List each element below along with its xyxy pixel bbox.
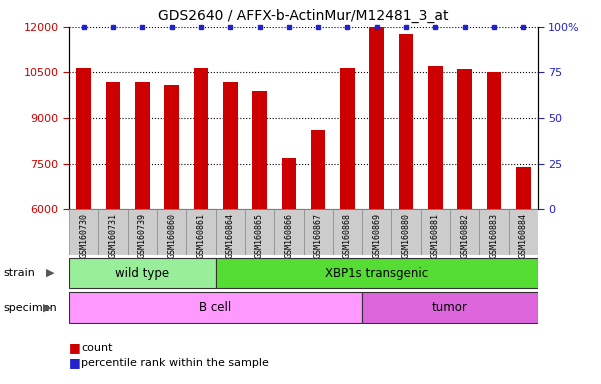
Text: ▶: ▶ xyxy=(46,268,55,278)
Text: tumor: tumor xyxy=(432,301,468,314)
FancyBboxPatch shape xyxy=(421,209,450,255)
FancyBboxPatch shape xyxy=(304,209,333,255)
FancyBboxPatch shape xyxy=(69,292,362,323)
Text: B cell: B cell xyxy=(200,301,232,314)
Bar xyxy=(223,82,237,209)
Text: specimen: specimen xyxy=(3,303,56,313)
Bar xyxy=(370,27,384,209)
Text: GSM160864: GSM160864 xyxy=(226,213,235,258)
Text: ■: ■ xyxy=(69,356,81,369)
Bar xyxy=(311,130,326,209)
Bar xyxy=(252,91,267,209)
Bar xyxy=(194,68,209,209)
FancyBboxPatch shape xyxy=(157,209,186,255)
Text: GSM160882: GSM160882 xyxy=(460,213,469,258)
Text: GSM160731: GSM160731 xyxy=(109,213,118,258)
FancyBboxPatch shape xyxy=(69,209,99,255)
Bar xyxy=(487,73,501,209)
FancyBboxPatch shape xyxy=(450,209,480,255)
Bar xyxy=(428,66,443,209)
Bar xyxy=(457,70,472,209)
Text: count: count xyxy=(81,343,112,353)
Text: GSM160865: GSM160865 xyxy=(255,213,264,258)
FancyBboxPatch shape xyxy=(69,258,216,288)
FancyBboxPatch shape xyxy=(508,209,538,255)
FancyBboxPatch shape xyxy=(362,292,538,323)
Text: wild type: wild type xyxy=(115,266,169,280)
FancyBboxPatch shape xyxy=(216,209,245,255)
Bar xyxy=(281,157,296,209)
Text: GSM160868: GSM160868 xyxy=(343,213,352,258)
Bar xyxy=(340,68,355,209)
Text: ■: ■ xyxy=(69,341,81,354)
Bar xyxy=(516,167,531,209)
Text: XBP1s transgenic: XBP1s transgenic xyxy=(325,266,429,280)
FancyBboxPatch shape xyxy=(216,258,538,288)
Text: strain: strain xyxy=(3,268,35,278)
Text: GSM160730: GSM160730 xyxy=(79,213,88,258)
Text: GSM160884: GSM160884 xyxy=(519,213,528,258)
FancyBboxPatch shape xyxy=(274,209,304,255)
Text: GSM160881: GSM160881 xyxy=(431,213,440,258)
Bar xyxy=(164,84,179,209)
Text: GSM160860: GSM160860 xyxy=(167,213,176,258)
Text: GSM160861: GSM160861 xyxy=(197,213,206,258)
FancyBboxPatch shape xyxy=(128,209,157,255)
FancyBboxPatch shape xyxy=(245,209,274,255)
Bar xyxy=(135,82,150,209)
Bar xyxy=(76,68,91,209)
Bar xyxy=(398,35,413,209)
FancyBboxPatch shape xyxy=(186,209,216,255)
Text: ▶: ▶ xyxy=(43,303,51,313)
Text: GSM160869: GSM160869 xyxy=(372,213,381,258)
Text: GSM160880: GSM160880 xyxy=(401,213,410,258)
FancyBboxPatch shape xyxy=(362,209,391,255)
Text: GSM160866: GSM160866 xyxy=(284,213,293,258)
Text: percentile rank within the sample: percentile rank within the sample xyxy=(81,358,269,368)
FancyBboxPatch shape xyxy=(391,209,421,255)
Bar xyxy=(106,82,120,209)
Text: GSM160739: GSM160739 xyxy=(138,213,147,258)
FancyBboxPatch shape xyxy=(333,209,362,255)
Text: GSM160867: GSM160867 xyxy=(314,213,323,258)
Text: GSM160883: GSM160883 xyxy=(489,213,498,258)
FancyBboxPatch shape xyxy=(99,209,128,255)
FancyBboxPatch shape xyxy=(480,209,508,255)
Title: GDS2640 / AFFX-b-ActinMur/M12481_3_at: GDS2640 / AFFX-b-ActinMur/M12481_3_at xyxy=(158,9,449,23)
